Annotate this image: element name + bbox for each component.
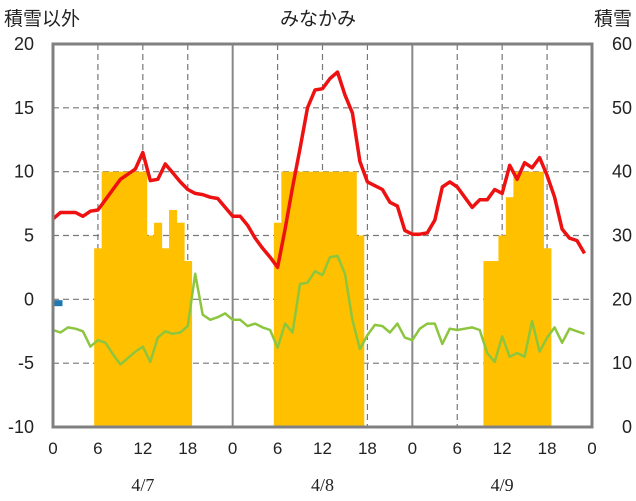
x-tick-label: 6 [93, 439, 102, 458]
snow-bar [139, 171, 148, 427]
right-tick-label: 0 [622, 417, 632, 437]
snow-bar [490, 261, 500, 427]
date-label: 4/7 [131, 475, 154, 495]
x-tick-label: 18 [538, 439, 557, 458]
x-axis-ticks: 0 6 12 18 0 6 12 18 0 6 12 18 0 [48, 439, 596, 458]
right-tick-label: 10 [612, 353, 632, 373]
left-tick-label: 0 [24, 289, 34, 309]
snow-bar [273, 222, 282, 427]
snow-bar [169, 209, 178, 427]
snow-bar [341, 171, 350, 427]
snow-bar [348, 171, 357, 427]
series-marker [52, 300, 63, 307]
snow-bar [326, 171, 335, 427]
left-tick-label: 15 [14, 98, 34, 118]
right-tick-label: 30 [612, 226, 632, 246]
snow-bar [528, 171, 537, 427]
x-tick-label: 0 [408, 439, 417, 458]
x-tick-label: 6 [273, 439, 282, 458]
snow-bar [176, 222, 185, 427]
snow-bar [146, 235, 155, 427]
snow-bar [288, 171, 297, 427]
snow-bar [94, 248, 103, 427]
x-tick-label: 12 [493, 439, 512, 458]
snow-bar [101, 171, 110, 427]
snow-bar [311, 171, 320, 427]
snow-bar [124, 171, 133, 427]
x-tick-label: 18 [358, 439, 377, 458]
x-tick-label: 0 [48, 439, 57, 458]
snow-bar [161, 248, 170, 427]
series-line-2 [52, 254, 585, 366]
snow-bar [281, 171, 290, 427]
snow-bar [535, 171, 544, 427]
snow-bar [296, 171, 305, 427]
snow-bar [505, 197, 514, 427]
right-tick-label: 60 [612, 34, 632, 54]
left-tick-label: 5 [24, 226, 34, 246]
snow-bar [356, 235, 365, 427]
snow-bar [303, 171, 312, 427]
right-tick-label: 20 [612, 289, 632, 309]
right-axis-ticks: 60 50 40 30 20 10 0 [612, 34, 632, 437]
left-tick-label: 20 [14, 34, 34, 54]
snow-depth-bars [94, 171, 552, 427]
date-labels: 4/7 4/8 4/9 [131, 475, 513, 495]
x-tick-label: 12 [133, 439, 152, 458]
snow-bar [513, 171, 522, 427]
snow-bar [318, 171, 327, 427]
snow-bar [154, 222, 163, 427]
snow-bar [131, 171, 140, 427]
snow-bar [520, 171, 529, 427]
series-line-1 [51, 70, 587, 270]
snow-bar [333, 171, 342, 427]
right-tick-label: 50 [612, 98, 632, 118]
date-label: 4/8 [311, 475, 334, 495]
snow-bar [184, 261, 193, 427]
x-tick-label: 12 [313, 439, 332, 458]
x-tick-label: 0 [587, 439, 596, 458]
snow-bar [116, 171, 125, 427]
left-tick-label: -10 [8, 417, 34, 437]
snow-bar [498, 235, 507, 427]
left-axis-ticks: 20 15 10 5 0 -5 -10 [8, 34, 34, 437]
plot-frame [51, 42, 594, 429]
snow-bar [109, 171, 118, 427]
x-tick-label: 18 [178, 439, 197, 458]
left-tick-label: 10 [14, 162, 34, 182]
right-axis-label: 積雪 [594, 8, 632, 30]
x-tick-label: 6 [453, 439, 462, 458]
right-tick-label: 40 [612, 162, 632, 182]
chart-title: みなかみ [280, 9, 356, 30]
left-axis-label: 積雪以外 [4, 8, 80, 30]
left-tick-label: -5 [18, 353, 34, 373]
snow-bar [483, 261, 492, 427]
x-tick-label: 0 [228, 439, 237, 458]
date-label: 4/9 [491, 475, 514, 495]
